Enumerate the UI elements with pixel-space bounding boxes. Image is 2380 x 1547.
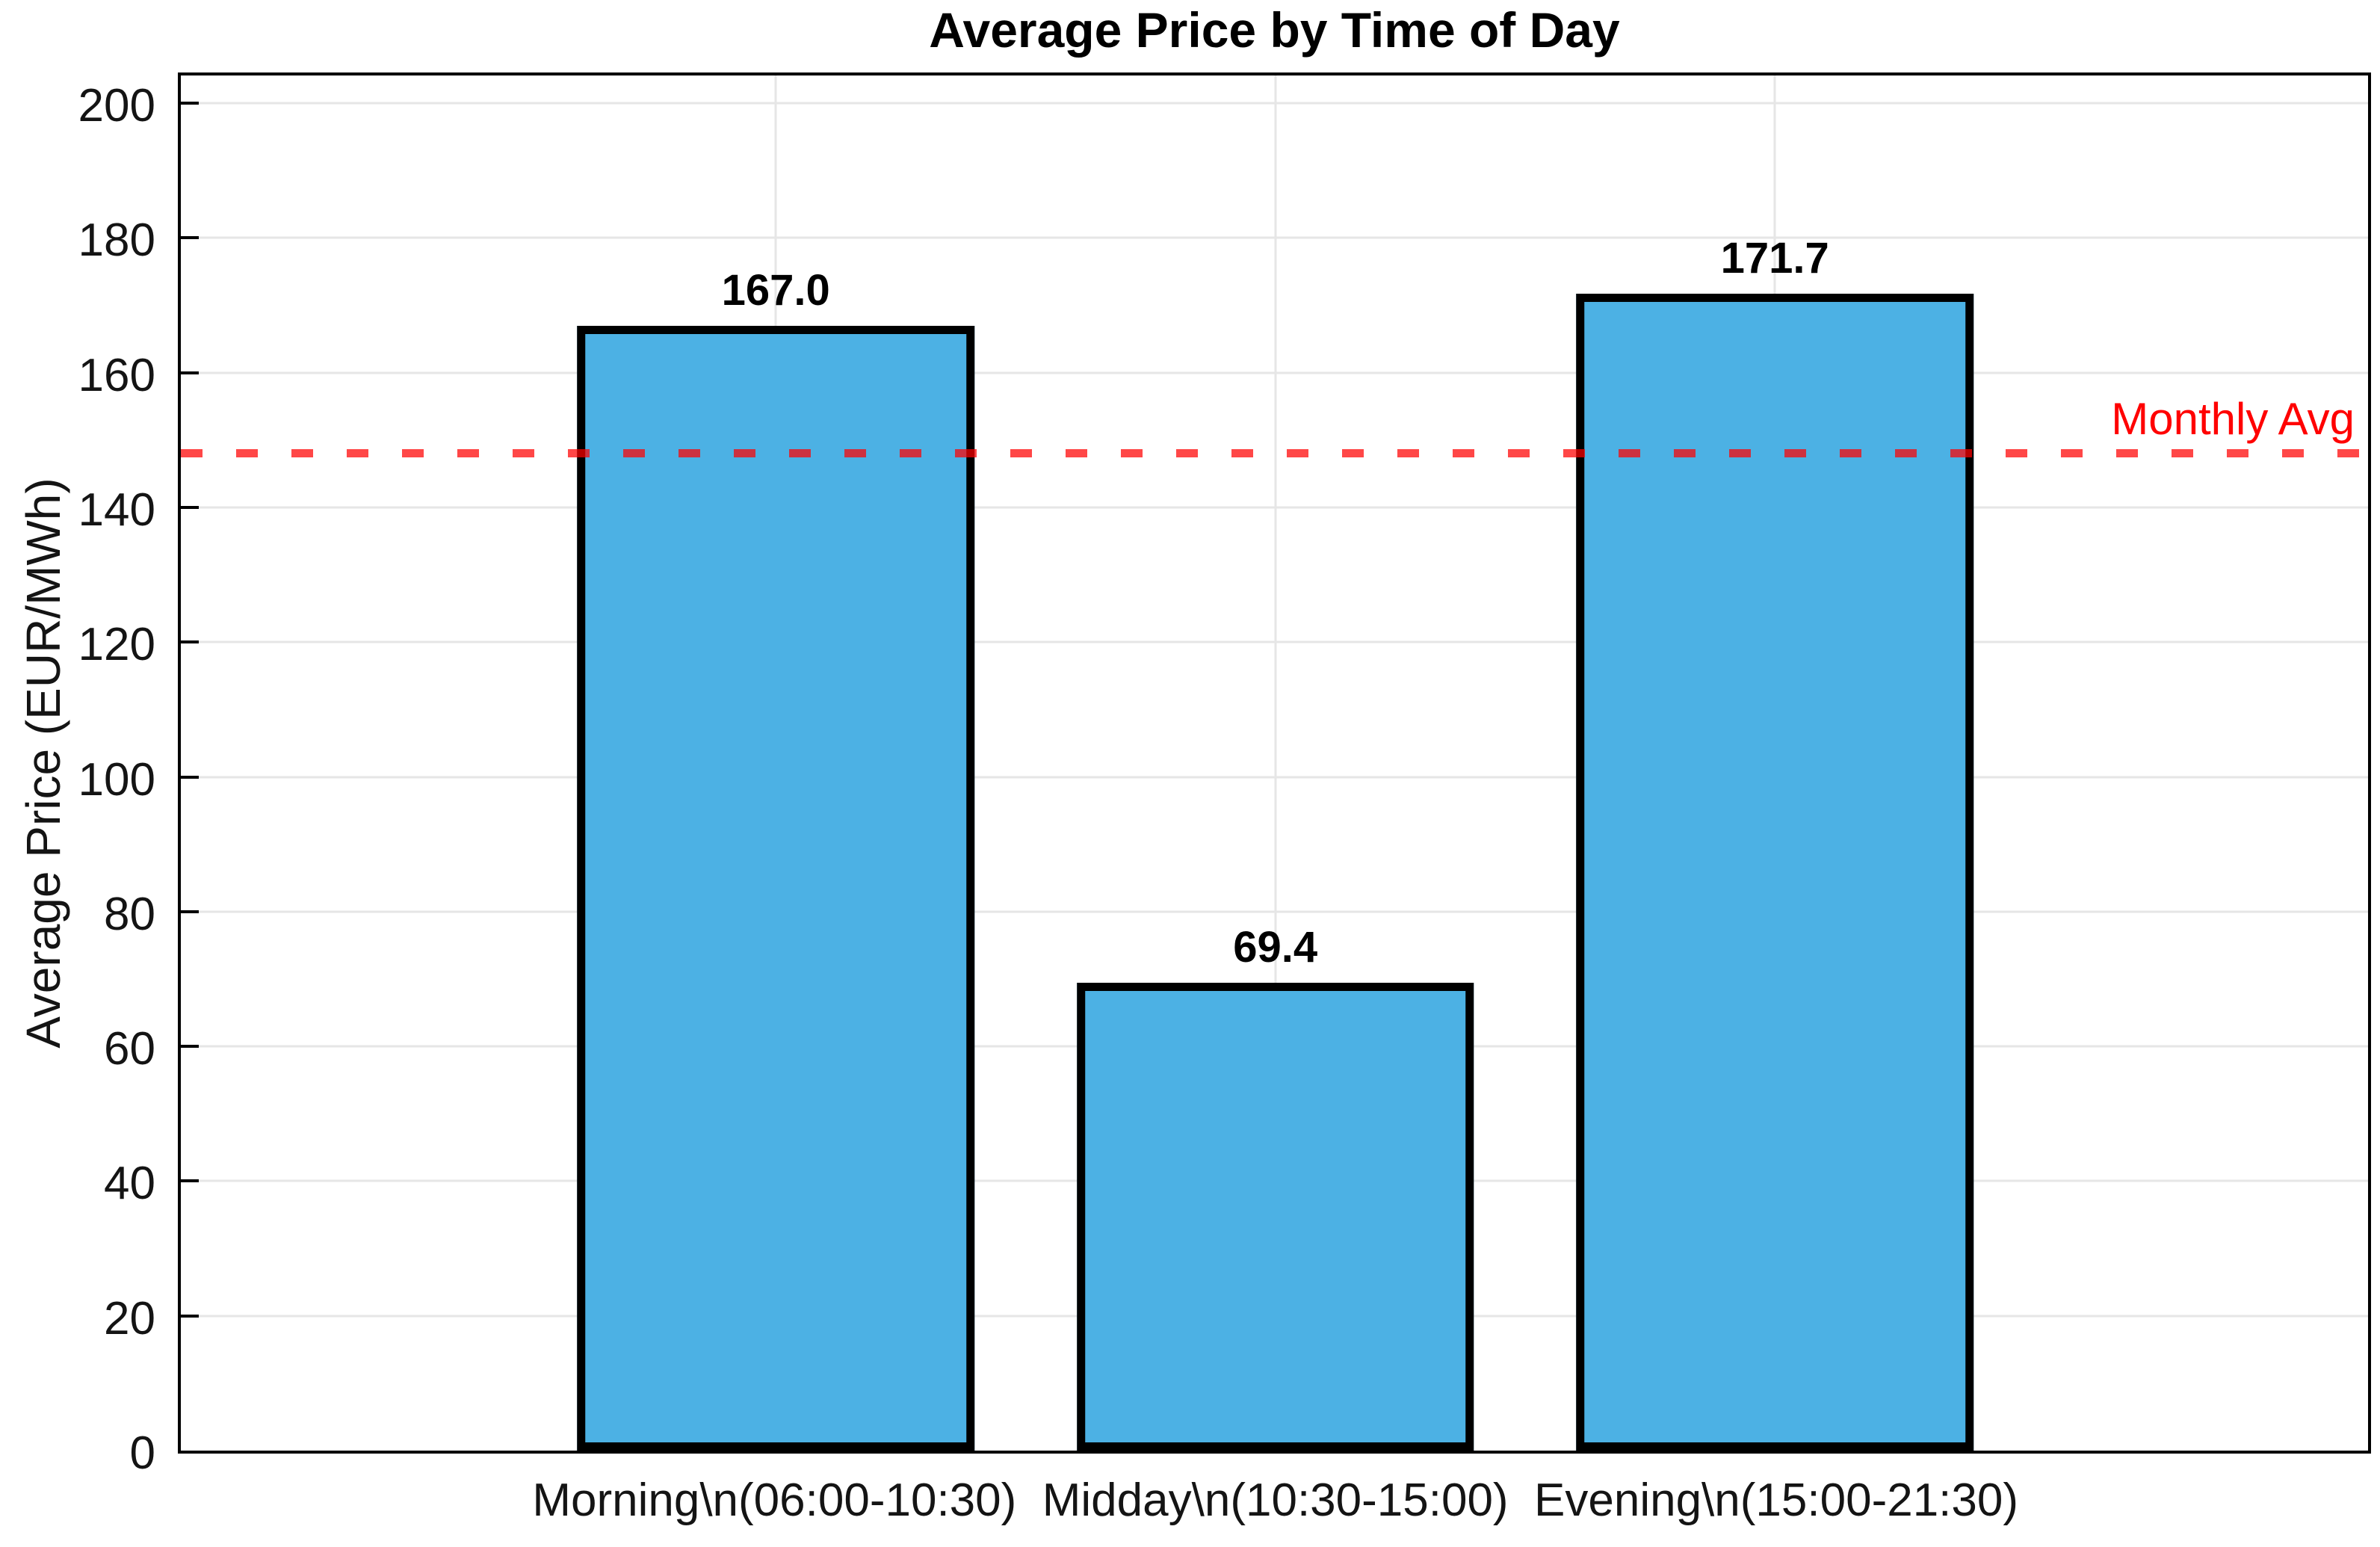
y-tick-mark [181,775,199,779]
y-tick-mark [181,1314,199,1318]
y-tick-label: 40 [104,1158,155,1210]
y-tick-mark [181,640,199,644]
bar-value-label: 167.0 [721,265,830,315]
bar [1576,294,1973,1451]
y-tick-label: 200 [78,80,155,132]
y-tick-label: 60 [104,1023,155,1075]
y-tick-mark [181,505,199,509]
y-tick-label: 100 [78,753,155,806]
y-tick-label: 160 [78,349,155,401]
y-tick-mark [181,1045,199,1049]
y-tick-label: 20 [104,1292,155,1344]
bar [577,325,974,1451]
x-tick-labels: Morning\n(06:00-10:30) Midday\n(10:30-15:… [178,1454,2371,1547]
y-tick-label: 80 [104,888,155,940]
v-gridline [1274,75,1277,1451]
x-tick-label: Evening\n(15:00-21:30) [1534,1475,2019,1526]
y-tick-labels: 0 20 40 60 80 100 120 140 160 180 200 [0,72,155,1477]
y-tick-label: 180 [78,214,155,267]
bar [1076,983,1474,1451]
x-tick-label: Morning\n(06:00-10:30) [532,1475,1017,1526]
bar-value-label: 69.4 [1233,923,1318,972]
monthly-avg-line [181,448,2368,457]
y-tick-mark [181,1179,199,1183]
plot-area: 167.0 69.4 171.7 Monthly Avg [178,72,2371,1454]
y-tick-label: 120 [78,619,155,671]
y-tick-mark [181,910,199,913]
bar-value-label: 171.7 [1720,234,1829,283]
y-tick-label: 140 [78,484,155,536]
y-tick-mark [181,102,199,105]
y-tick-label: 0 [129,1427,155,1479]
chart-title: Average Price by Time of Day [929,2,1620,58]
x-tick-label: Midday\n(10:30-15:00) [1042,1475,1509,1526]
y-tick-mark [181,236,199,240]
monthly-avg-label: Monthly Avg [2111,393,2355,444]
y-tick-mark [181,371,199,374]
